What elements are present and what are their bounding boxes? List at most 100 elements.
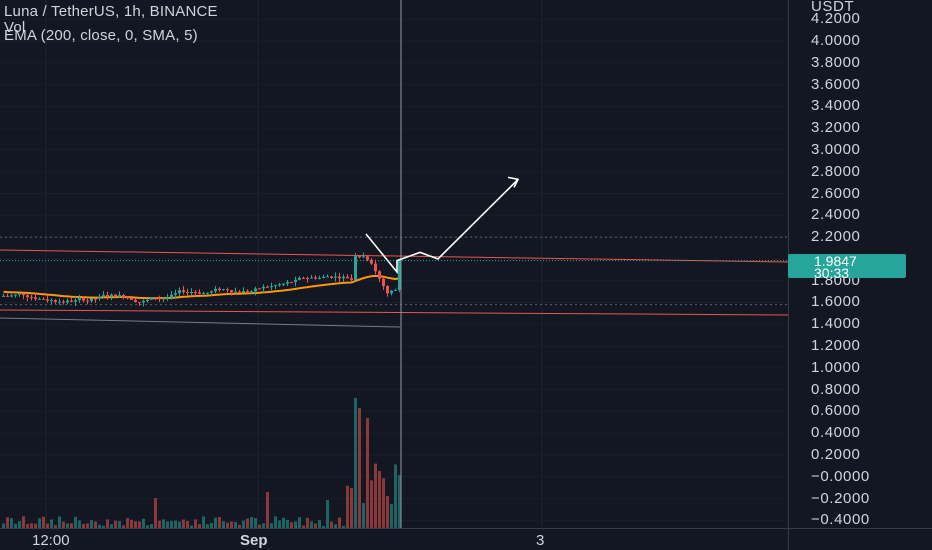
- time-label: Sep: [240, 532, 268, 549]
- candle-body: [94, 298, 97, 300]
- price-tick: −0.2000: [811, 489, 870, 507]
- volume-bar: [58, 516, 61, 528]
- volume-bar: [170, 521, 173, 528]
- volume-bar: [102, 525, 105, 528]
- candle-body: [10, 295, 13, 297]
- volume-bar: [110, 524, 113, 528]
- volume-bar: [30, 523, 33, 528]
- volume-bar: [258, 524, 261, 528]
- price-tick: 2.6000: [811, 184, 861, 202]
- volume-bar: [154, 498, 157, 528]
- candle-body: [2, 295, 5, 297]
- volume-bar: [238, 524, 241, 528]
- candle-body: [226, 289, 229, 291]
- volume-legend[interactable]: Vol: [4, 19, 26, 36]
- volume-bar: [34, 523, 37, 528]
- candle-body: [14, 294, 17, 296]
- volume-bar: [338, 517, 341, 528]
- candle-body: [154, 297, 157, 299]
- candle-body: [270, 286, 273, 288]
- candle-body: [54, 300, 57, 302]
- candle-body: [358, 255, 361, 258]
- candle-body: [330, 276, 333, 278]
- candle-body: [22, 293, 25, 296]
- volume-bar: [226, 522, 229, 528]
- volume-bar: [334, 524, 337, 528]
- volume-bar: [190, 525, 193, 528]
- candle-body: [342, 276, 345, 279]
- volume-bar: [310, 521, 313, 528]
- chart-area[interactable]: Luna / TetherUS, 1h, BINANCE Vol EMA (20…: [0, 0, 788, 528]
- volume-bar: [6, 517, 9, 528]
- candle-body: [114, 294, 117, 297]
- candle-body: [46, 299, 49, 301]
- price-chart[interactable]: [0, 0, 788, 528]
- candle-body: [214, 288, 217, 292]
- candle-body: [178, 290, 181, 294]
- candle-body: [262, 286, 265, 289]
- volume-bar: [250, 517, 253, 528]
- candle-body: [90, 298, 93, 302]
- candle-body: [326, 276, 329, 278]
- volume-bar: [390, 503, 393, 528]
- candle-body: [230, 290, 233, 293]
- volume-bar: [162, 519, 165, 528]
- price-tick: 0.4000: [811, 424, 861, 442]
- candle-body: [134, 299, 137, 303]
- candle-body: [222, 289, 225, 291]
- volume-bar: [178, 521, 181, 528]
- volume-bar: [186, 520, 189, 528]
- volume-bar: [42, 516, 45, 528]
- volume-bar: [298, 517, 301, 528]
- currency-unit: USDT: [811, 0, 855, 15]
- candle-body: [374, 263, 377, 272]
- candle-body: [118, 295, 121, 297]
- volume-bar: [234, 521, 237, 528]
- volume-bar: [46, 523, 49, 528]
- volume-bar: [194, 519, 197, 528]
- candle-body: [394, 289, 397, 291]
- price-tick: −0.0000: [811, 467, 870, 485]
- candle-body: [386, 286, 389, 294]
- volume-bar: [166, 521, 169, 528]
- price-tick: 1.4000: [811, 315, 861, 333]
- candle-body: [186, 291, 189, 293]
- candle-body: [366, 256, 369, 260]
- current-price: 1.9847: [814, 253, 857, 269]
- volume-bar: [158, 520, 161, 528]
- candle-body: [122, 295, 125, 298]
- volume-bar: [142, 518, 145, 528]
- candle-body: [130, 298, 133, 300]
- price-tick: −0.4000: [811, 511, 870, 529]
- candle-body: [318, 277, 321, 279]
- time-axis[interactable]: 12:00 Sep 3: [0, 528, 788, 550]
- volume-bar: [146, 525, 149, 528]
- volume-bar: [70, 523, 73, 528]
- candle-body: [210, 291, 213, 293]
- volume-bar: [118, 521, 121, 528]
- price-axis[interactable]: USDT 4.2000 4.0000 3.8000 3.6000 3.4000 3.200…: [788, 0, 932, 528]
- price-tick: 2.4000: [811, 206, 861, 224]
- axis-corner: [788, 528, 932, 550]
- candle-body: [362, 256, 365, 258]
- volume-bar: [270, 523, 273, 528]
- volume-bar: [246, 518, 249, 528]
- volume-bar: [182, 519, 185, 528]
- volume-bar: [214, 517, 217, 528]
- volume-bar: [326, 500, 329, 528]
- candle-body: [38, 298, 41, 300]
- volume-bar: [382, 478, 385, 528]
- volume-bar: [222, 521, 225, 528]
- volume-bar: [398, 475, 401, 528]
- candle-body: [6, 295, 9, 297]
- symbol-legend[interactable]: Luna / TetherUS, 1h, BINANCE: [4, 3, 218, 20]
- trend-line: [0, 249, 788, 263]
- candle-body: [34, 297, 37, 300]
- candle-body: [158, 297, 161, 299]
- candle-body: [294, 279, 297, 283]
- volume-bar: [278, 520, 281, 528]
- ema-legend[interactable]: EMA (200, close, 0, SMA, 5): [4, 27, 198, 44]
- volume-bar: [302, 525, 305, 528]
- price-tick: 1.6000: [811, 293, 861, 311]
- candle-body: [30, 297, 33, 299]
